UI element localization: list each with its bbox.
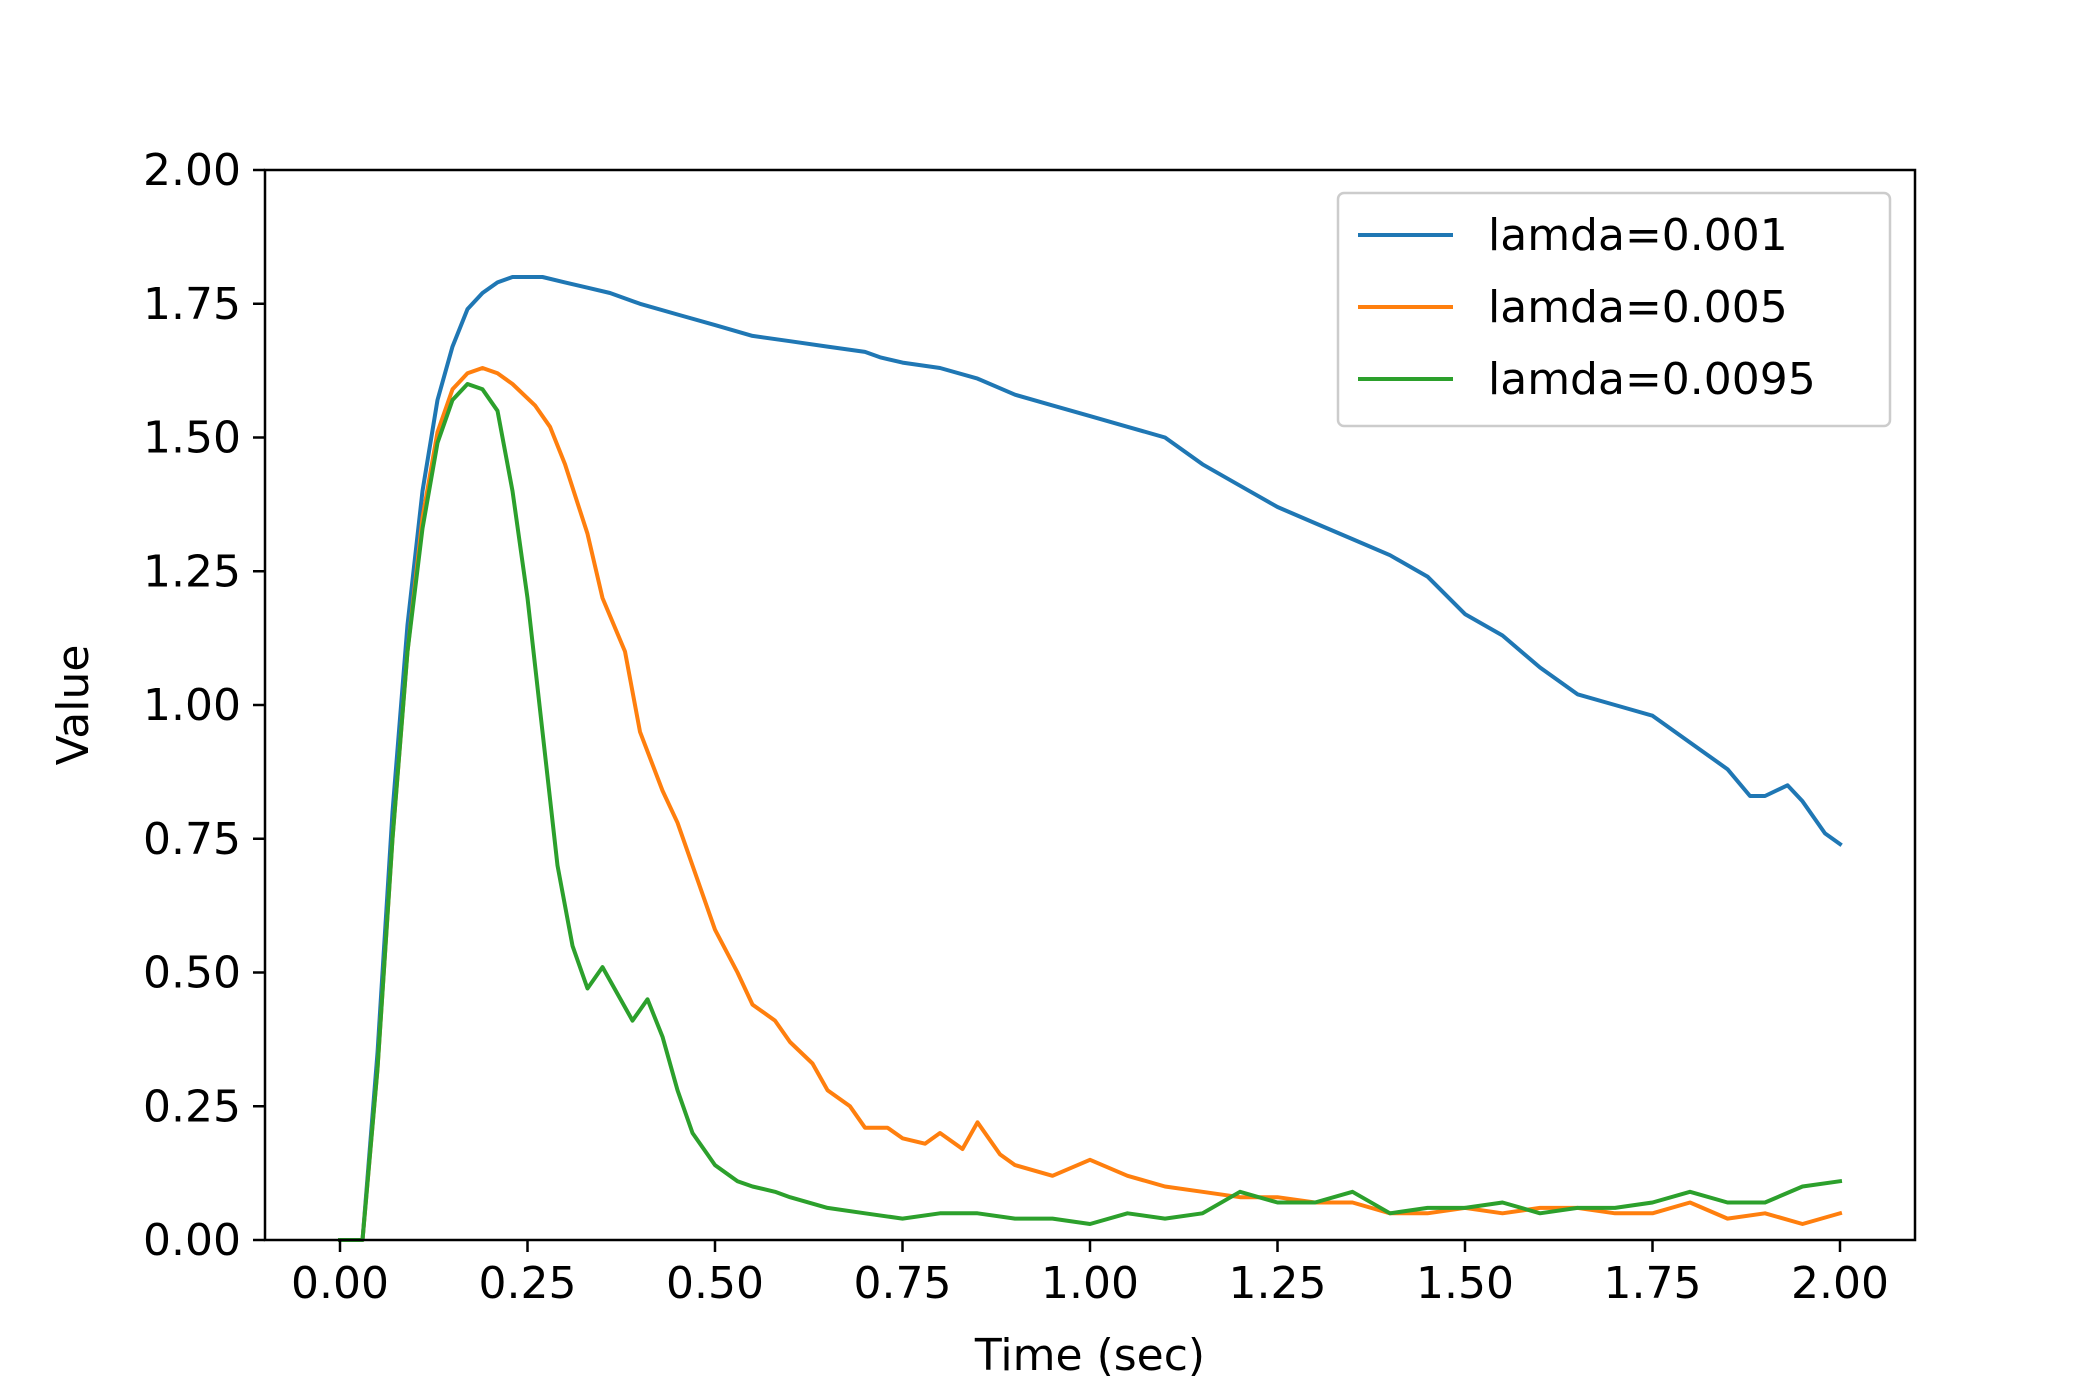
x-tick-label: 0.50 xyxy=(666,1258,764,1309)
x-tick-label: 0.25 xyxy=(479,1258,577,1309)
y-tick-label: 0.25 xyxy=(143,1081,241,1132)
y-axis-label: Value xyxy=(48,645,99,766)
x-tick-label: 1.75 xyxy=(1604,1258,1702,1309)
y-tick-label: 1.00 xyxy=(143,680,241,731)
x-axis: 0.00 0.25 0.50 0.75 1.00 1.25 1.50 1.75 2.00 xyxy=(291,1240,1889,1309)
x-tick-label: 0.75 xyxy=(854,1258,952,1309)
legend-label: lamda=0.005 xyxy=(1488,282,1788,333)
legend-frame xyxy=(1336,191,1892,428)
legend-label: lamda=0.001 xyxy=(1488,210,1788,261)
y-tick-label: 0.75 xyxy=(143,814,241,865)
y-tick-label: 1.75 xyxy=(143,279,241,330)
y-tick-label: 0.50 xyxy=(143,948,241,999)
y-axis: 0.00 0.25 0.50 0.75 1.00 1.25 1.50 1.75 2.00 xyxy=(143,145,265,1266)
x-tick-label: 1.25 xyxy=(1229,1258,1327,1309)
y-tick-label: 1.50 xyxy=(143,413,241,464)
series-line-1 xyxy=(338,275,1843,1242)
y-tick-label: 2.00 xyxy=(143,145,241,196)
series-layer xyxy=(338,275,1843,1242)
x-tick-label: 2.00 xyxy=(1791,1258,1889,1309)
legend: lamda=0.001 lamda=0.005 lamda=0.0095 xyxy=(1336,191,1892,428)
x-axis-label: Time (sec) xyxy=(974,1330,1205,1381)
y-tick-label: 0.00 xyxy=(143,1215,241,1266)
x-tick-label: 0.00 xyxy=(291,1258,389,1309)
y-tick-label: 1.25 xyxy=(143,546,241,597)
x-tick-label: 1.50 xyxy=(1416,1258,1514,1309)
x-tick-label: 1.00 xyxy=(1041,1258,1139,1309)
legend-label: lamda=0.0095 xyxy=(1488,354,1816,405)
series-line-3 xyxy=(338,382,1843,1242)
